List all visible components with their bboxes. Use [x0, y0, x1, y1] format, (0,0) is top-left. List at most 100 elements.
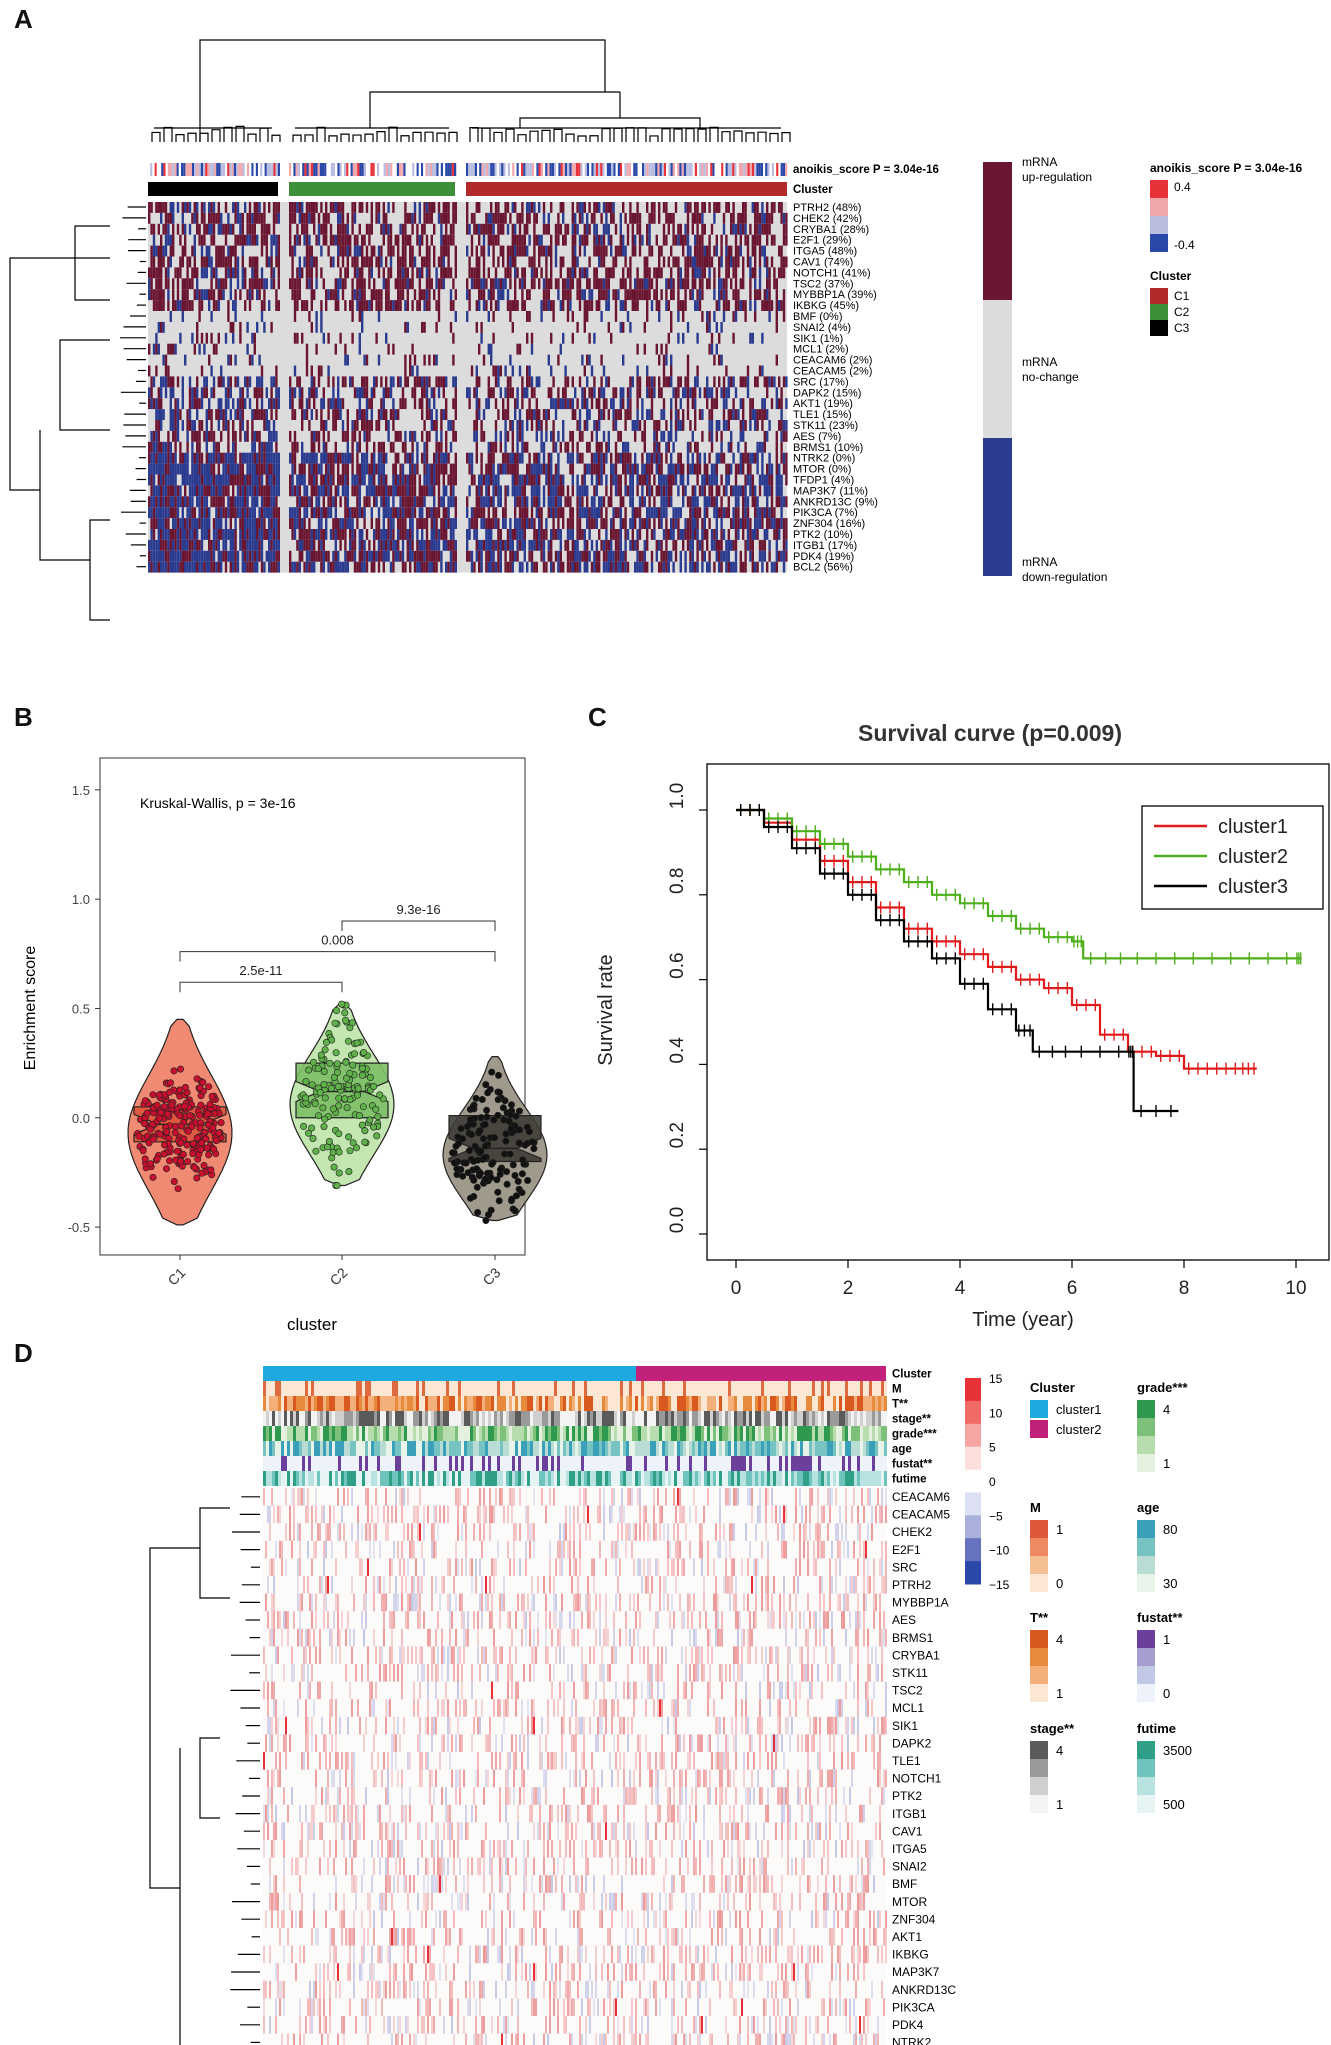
score-track-cell	[675, 163, 678, 176]
heatmap-cell	[198, 539, 201, 551]
heatmap-cell	[205, 256, 208, 268]
heatmap-cell	[435, 300, 438, 311]
heatmap-cell	[727, 387, 730, 399]
score-track-cell	[635, 163, 638, 176]
heatmap-cell	[172, 507, 175, 519]
heatmap-cell	[694, 409, 697, 420]
heatmap-cell	[301, 452, 304, 464]
heatmap-cell	[317, 550, 321, 562]
heatmap-cell	[475, 507, 478, 519]
heatmap-cell	[389, 245, 393, 257]
heatmap-cell	[482, 474, 486, 486]
heatmap-cell	[562, 398, 565, 410]
heatmap-cell	[658, 245, 661, 257]
heatmap-cell	[782, 430, 786, 442]
heatmap-cell	[268, 256, 271, 268]
heatmap-cell	[327, 474, 330, 486]
heatmap-cell	[380, 485, 383, 497]
heatmap-cell	[220, 289, 223, 301]
heatmap-cell	[516, 485, 519, 497]
heatmap-cell	[499, 245, 502, 257]
heatmap-cell	[487, 398, 490, 410]
score-track-cell	[275, 163, 278, 176]
heatmap-cell	[325, 474, 328, 486]
heatmap-cell	[263, 300, 266, 311]
heatmap-cell	[222, 485, 225, 497]
heatmap-cell	[181, 376, 184, 388]
heatmap-cell	[624, 300, 627, 311]
dendrogram-leaf	[211, 129, 221, 142]
heatmap-cell	[665, 234, 668, 246]
heatmap-cell	[205, 474, 208, 486]
heatmap-cell	[734, 409, 738, 420]
heatmap-cell	[739, 430, 742, 442]
heatmap-cell	[203, 485, 206, 497]
heatmap-cell	[298, 289, 301, 301]
heatmap-cell	[363, 507, 366, 519]
heatmap-cell	[559, 507, 562, 519]
heatmap-cell	[655, 441, 658, 453]
heatmap-cell	[416, 267, 419, 279]
heatmap-cell	[482, 289, 486, 301]
heatmap-cell	[160, 300, 163, 311]
heatmap-cell	[167, 234, 170, 246]
heatmap-cell	[715, 463, 718, 475]
heatmap-cell	[547, 507, 550, 519]
heatmap-cell	[368, 267, 371, 279]
score-track-cell	[710, 163, 713, 176]
heatmap-cell	[559, 202, 562, 213]
heatmap-cell	[361, 245, 364, 257]
heatmap-cell	[380, 529, 383, 540]
heatmap-cell	[167, 561, 170, 573]
heatmap-cell	[737, 518, 740, 529]
heatmap-cell	[732, 267, 735, 279]
heatmap-cell	[550, 398, 553, 410]
heatmap-cell	[485, 278, 488, 290]
heatmap-cell	[662, 202, 666, 213]
heatmap-cell	[162, 561, 165, 573]
heatmap-cell	[547, 474, 550, 486]
dendrogram-leaf	[781, 132, 791, 142]
heatmap-cell	[198, 311, 201, 322]
heatmap-cell	[504, 441, 507, 453]
heatmap-cell	[387, 300, 390, 311]
heatmap-cell	[689, 387, 692, 399]
heatmap-cell	[418, 376, 421, 388]
heatmap-cell	[387, 485, 390, 497]
heatmap-cell	[198, 398, 201, 410]
heatmap-cell	[327, 561, 330, 573]
heatmap-cell	[662, 507, 666, 519]
heatmap-cell	[162, 529, 165, 540]
heatmap-cell	[401, 256, 405, 268]
heatmap-cell	[638, 289, 642, 301]
heatmap-cell	[696, 245, 699, 257]
heatmap-cell	[701, 409, 704, 420]
heatmap-cell	[253, 387, 256, 399]
heatmap-cell	[421, 452, 424, 464]
score-track-cell	[560, 163, 563, 176]
heatmap-cell	[416, 550, 419, 562]
score-track-cell	[765, 163, 768, 176]
heatmap-cell	[148, 212, 151, 224]
heatmap-cell	[445, 529, 448, 540]
heatmap-cell	[670, 321, 673, 333]
dendrogram-leaf	[469, 127, 479, 142]
heatmap-cell	[224, 452, 228, 464]
heatmap-cell	[172, 452, 175, 464]
heatmap-cell	[193, 289, 196, 301]
heatmap-cell	[425, 474, 429, 486]
heatmap-cell	[337, 561, 340, 573]
heatmap-cell	[236, 278, 240, 290]
heatmap-cell	[298, 278, 301, 290]
heatmap-cell	[447, 496, 450, 508]
score-track-cell	[767, 163, 770, 176]
heatmap-cell	[773, 278, 776, 290]
heatmap-cell	[523, 474, 526, 486]
heatmap-cell	[320, 398, 323, 410]
heatmap-cell	[440, 256, 443, 268]
heatmap-cell	[706, 507, 709, 519]
heatmap-cell	[667, 430, 670, 442]
heatmap-cell	[552, 376, 555, 388]
heatmap-cell	[232, 539, 235, 551]
heatmap-cell	[440, 278, 443, 290]
